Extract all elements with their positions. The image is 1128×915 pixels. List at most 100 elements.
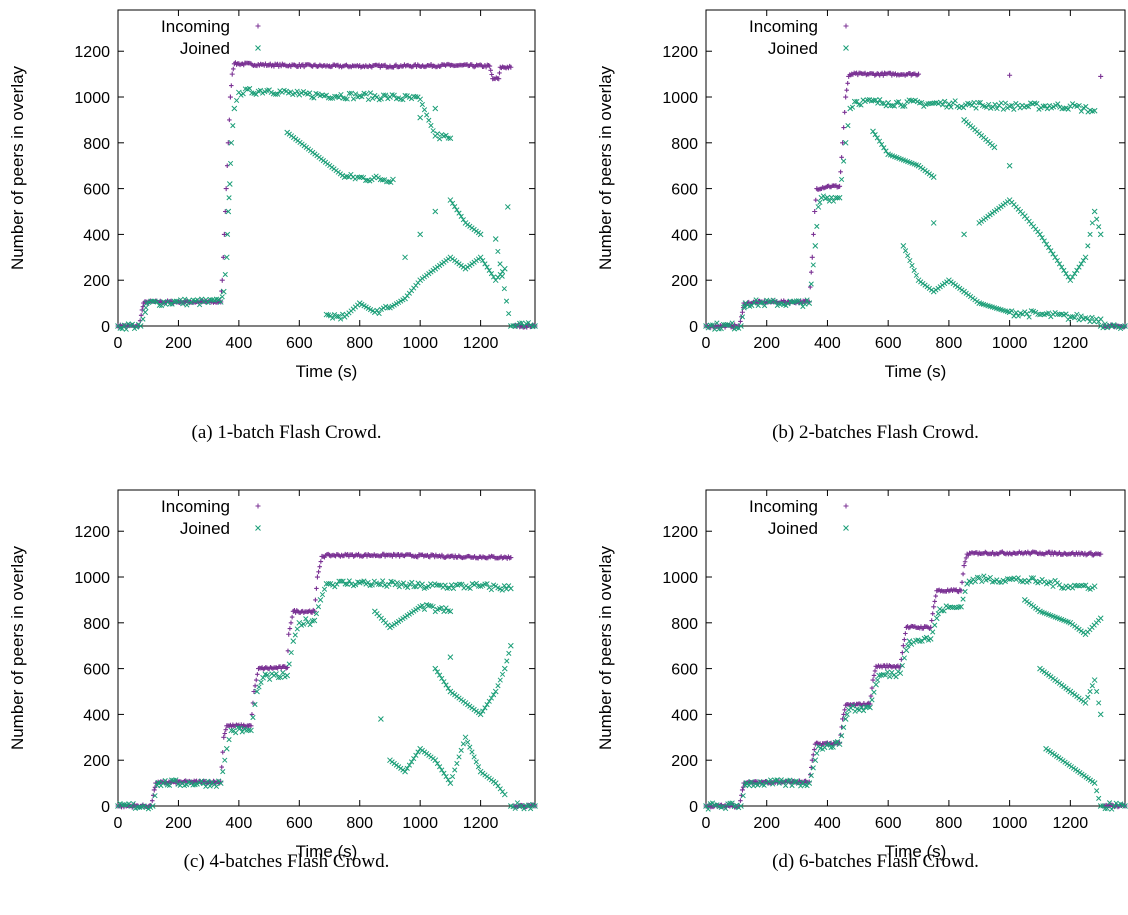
data-point	[194, 297, 201, 303]
data-point	[199, 296, 205, 302]
data-point	[881, 73, 886, 78]
data-point	[311, 95, 317, 101]
data-point	[837, 183, 843, 189]
data-point	[808, 281, 814, 287]
data-point	[452, 203, 458, 210]
data-point	[1061, 267, 1067, 273]
data-point	[378, 716, 384, 722]
data-point	[426, 117, 432, 123]
data-point	[284, 672, 291, 679]
data-point	[447, 135, 454, 142]
data-point	[1050, 583, 1056, 590]
data-point	[400, 97, 406, 103]
y-tick-label: 800	[671, 616, 698, 633]
data-point	[365, 579, 371, 586]
data-point	[390, 176, 396, 183]
data-point	[486, 267, 492, 273]
data-point	[1041, 238, 1047, 244]
data-point	[227, 160, 234, 167]
y-tick-label: 1000	[74, 570, 110, 587]
data-point	[408, 759, 415, 765]
data-point	[140, 316, 146, 322]
data-point	[845, 81, 850, 86]
data-point	[867, 701, 873, 707]
data-point	[1050, 251, 1056, 257]
data-point	[1046, 310, 1052, 316]
data-point	[842, 716, 849, 722]
data-point	[930, 220, 937, 226]
data-point	[814, 223, 820, 229]
y-axis-label: Number of peers in overlay	[596, 545, 615, 750]
legend-label-joined: Joined	[180, 39, 230, 58]
data-point	[507, 323, 514, 329]
data-point	[501, 286, 507, 292]
legend-label-joined: Joined	[768, 519, 818, 538]
data-point	[489, 72, 494, 77]
data-point	[446, 585, 452, 591]
data-point	[443, 773, 449, 780]
data-point	[239, 729, 245, 735]
data-point	[220, 288, 227, 295]
data-point	[1074, 267, 1080, 273]
data-point	[1097, 803, 1104, 809]
data-point	[233, 97, 240, 104]
data-point	[882, 672, 889, 678]
data-point	[213, 783, 220, 790]
y-tick-label: 600	[671, 662, 698, 679]
data-point	[248, 727, 254, 734]
data-point	[834, 195, 841, 201]
data-point	[930, 611, 935, 616]
data-point	[348, 90, 355, 96]
x-tick-label: 600	[286, 335, 313, 352]
data-point	[870, 128, 876, 135]
data-point	[231, 105, 238, 112]
data-point	[798, 783, 804, 789]
data-point	[1094, 788, 1100, 794]
x-axis-label: Time (s)	[296, 362, 358, 381]
data-point	[739, 787, 745, 793]
y-tick-label: 1200	[662, 44, 698, 61]
data-point	[1013, 309, 1019, 316]
x-tick-label: 400	[814, 335, 841, 352]
data-point	[860, 708, 867, 714]
data-point	[369, 582, 375, 588]
data-point	[182, 296, 188, 302]
y-axis-label: Number of peers in overlay	[8, 65, 27, 270]
data-point	[454, 207, 460, 213]
data-point	[1091, 107, 1098, 114]
data-point	[1002, 100, 1009, 106]
data-point	[142, 309, 149, 316]
data-point	[1088, 550, 1094, 555]
data-point	[1043, 241, 1050, 247]
data-point	[841, 158, 847, 164]
data-point	[738, 803, 744, 809]
data-point	[1009, 102, 1015, 109]
x-tick-label: 200	[165, 815, 192, 832]
data-point	[916, 71, 922, 77]
data-point	[385, 305, 391, 311]
data-point	[977, 99, 983, 106]
data-point	[413, 752, 419, 758]
data-point	[205, 299, 211, 306]
data-point	[267, 676, 273, 682]
data-point	[507, 585, 514, 592]
y-tick-label: 200	[83, 273, 110, 290]
x-tick-label: 200	[165, 335, 192, 352]
data-point	[798, 300, 804, 306]
data-point	[1100, 325, 1106, 331]
plot-frame	[117, 489, 536, 807]
data-point	[441, 679, 447, 685]
data-point	[497, 261, 503, 267]
data-point	[944, 104, 950, 110]
data-point	[841, 712, 846, 717]
data-point	[738, 319, 743, 324]
data-point	[219, 277, 225, 283]
data-point	[377, 582, 384, 588]
data-point	[826, 198, 833, 204]
data-point	[896, 99, 902, 105]
data-point	[390, 579, 396, 585]
data-point	[1072, 271, 1078, 277]
data-point	[417, 114, 424, 121]
data-point	[289, 614, 295, 620]
